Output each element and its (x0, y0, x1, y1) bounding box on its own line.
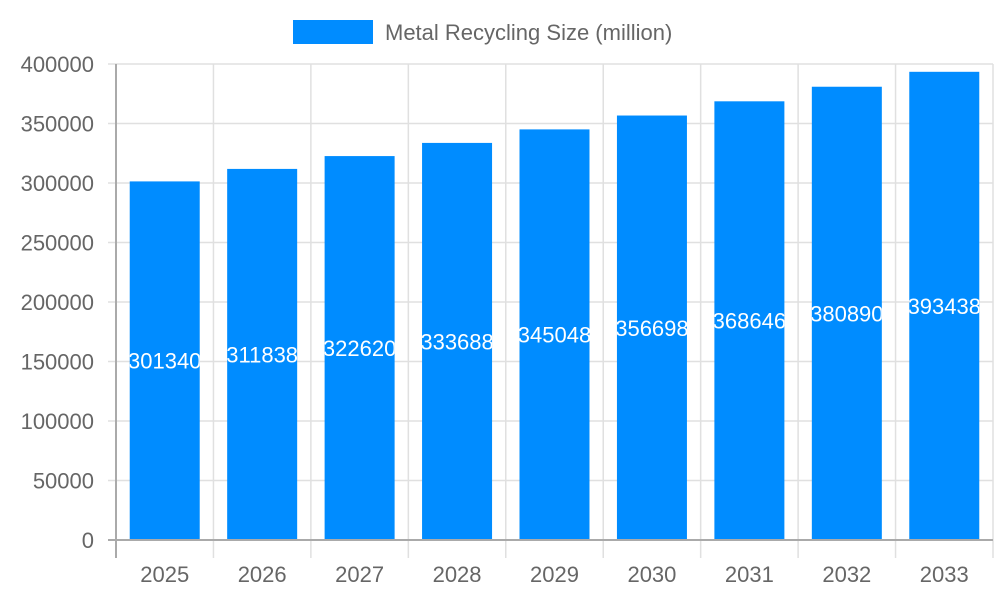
x-tick-label: 2026 (238, 562, 287, 587)
bar-2030[interactable] (616, 115, 687, 540)
bars: 301340 311838 322620 333688 345048 356698 3686… (128, 71, 981, 541)
data-label: 311838 (226, 342, 298, 367)
bar-2033[interactable] (909, 71, 980, 540)
x-tick-label: 2033 (920, 562, 969, 587)
y-tick-label: 50000 (33, 469, 94, 494)
y-tick-label: 400000 (21, 52, 94, 77)
y-tick-label: 0 (82, 528, 94, 553)
y-tick-label: 300000 (21, 171, 94, 196)
axes: 0 50000 100000 150000 200000 250000 300000 3500… (21, 52, 993, 587)
x-tick-label: 2027 (335, 562, 384, 587)
y-tick-label: 150000 (21, 350, 94, 375)
x-tick-label: 2029 (530, 562, 579, 587)
y-tick-label: 100000 (21, 409, 94, 434)
x-tick-label: 2030 (627, 562, 676, 587)
bar-2029[interactable] (519, 129, 590, 540)
data-label: 322620 (323, 336, 396, 361)
bar-2028[interactable] (422, 142, 493, 540)
legend[interactable]: Metal Recycling Size (million) (293, 20, 672, 45)
x-tick-label: 2032 (822, 562, 871, 587)
data-label: 380890 (810, 301, 883, 326)
data-label: 345048 (518, 323, 591, 348)
legend-swatch (293, 20, 373, 44)
legend-label: Metal Recycling Size (million) (385, 20, 672, 45)
data-label: 368646 (713, 309, 786, 334)
x-tick-label: 2028 (433, 562, 482, 587)
data-label: 333688 (420, 329, 493, 354)
bar-2027[interactable] (324, 156, 395, 540)
x-tick-label: 2031 (725, 562, 774, 587)
bar-2032[interactable] (811, 86, 882, 540)
bar-2025[interactable] (129, 181, 200, 540)
x-tick-label: 2025 (140, 562, 189, 587)
data-label: 393438 (908, 294, 981, 319)
data-label: 356698 (615, 316, 688, 341)
y-tick-label: 250000 (21, 231, 94, 256)
bar-2026[interactable] (227, 168, 298, 540)
bar-2031[interactable] (714, 101, 785, 541)
y-tick-label: 350000 (21, 112, 94, 137)
data-label: 301340 (128, 349, 201, 374)
y-tick-label: 200000 (21, 290, 94, 315)
